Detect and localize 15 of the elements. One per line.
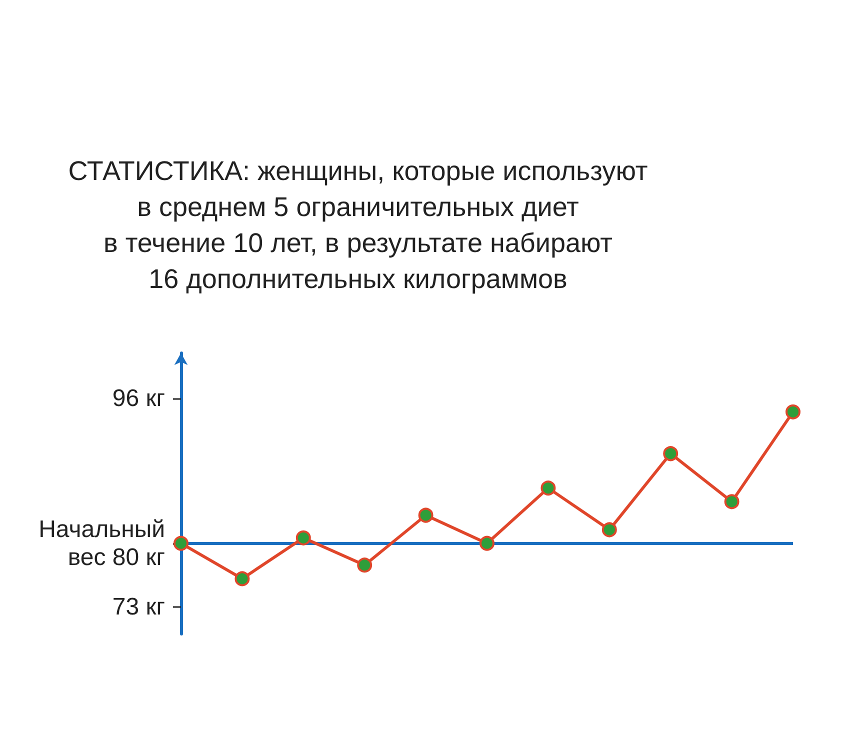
point [234,571,250,586]
point [786,404,800,420]
point [357,558,372,573]
point [724,494,740,510]
point [174,536,188,551]
point [418,508,434,523]
y-tick-label: Начальный вес 80 кг [38,516,166,571]
point [663,446,678,462]
y-tick-label: 96 кг [112,384,166,412]
point [480,536,494,551]
point [296,530,311,546]
chart-title: СТАТИСТИКА: женщины, которые используют в среднем 5 ограничительных диет в течение 10 лет, в результате набирают 16 дополнительных килограммов [68,156,648,294]
y-tick-label: 73 кг [112,593,166,620]
point [540,480,556,496]
point [602,522,617,538]
